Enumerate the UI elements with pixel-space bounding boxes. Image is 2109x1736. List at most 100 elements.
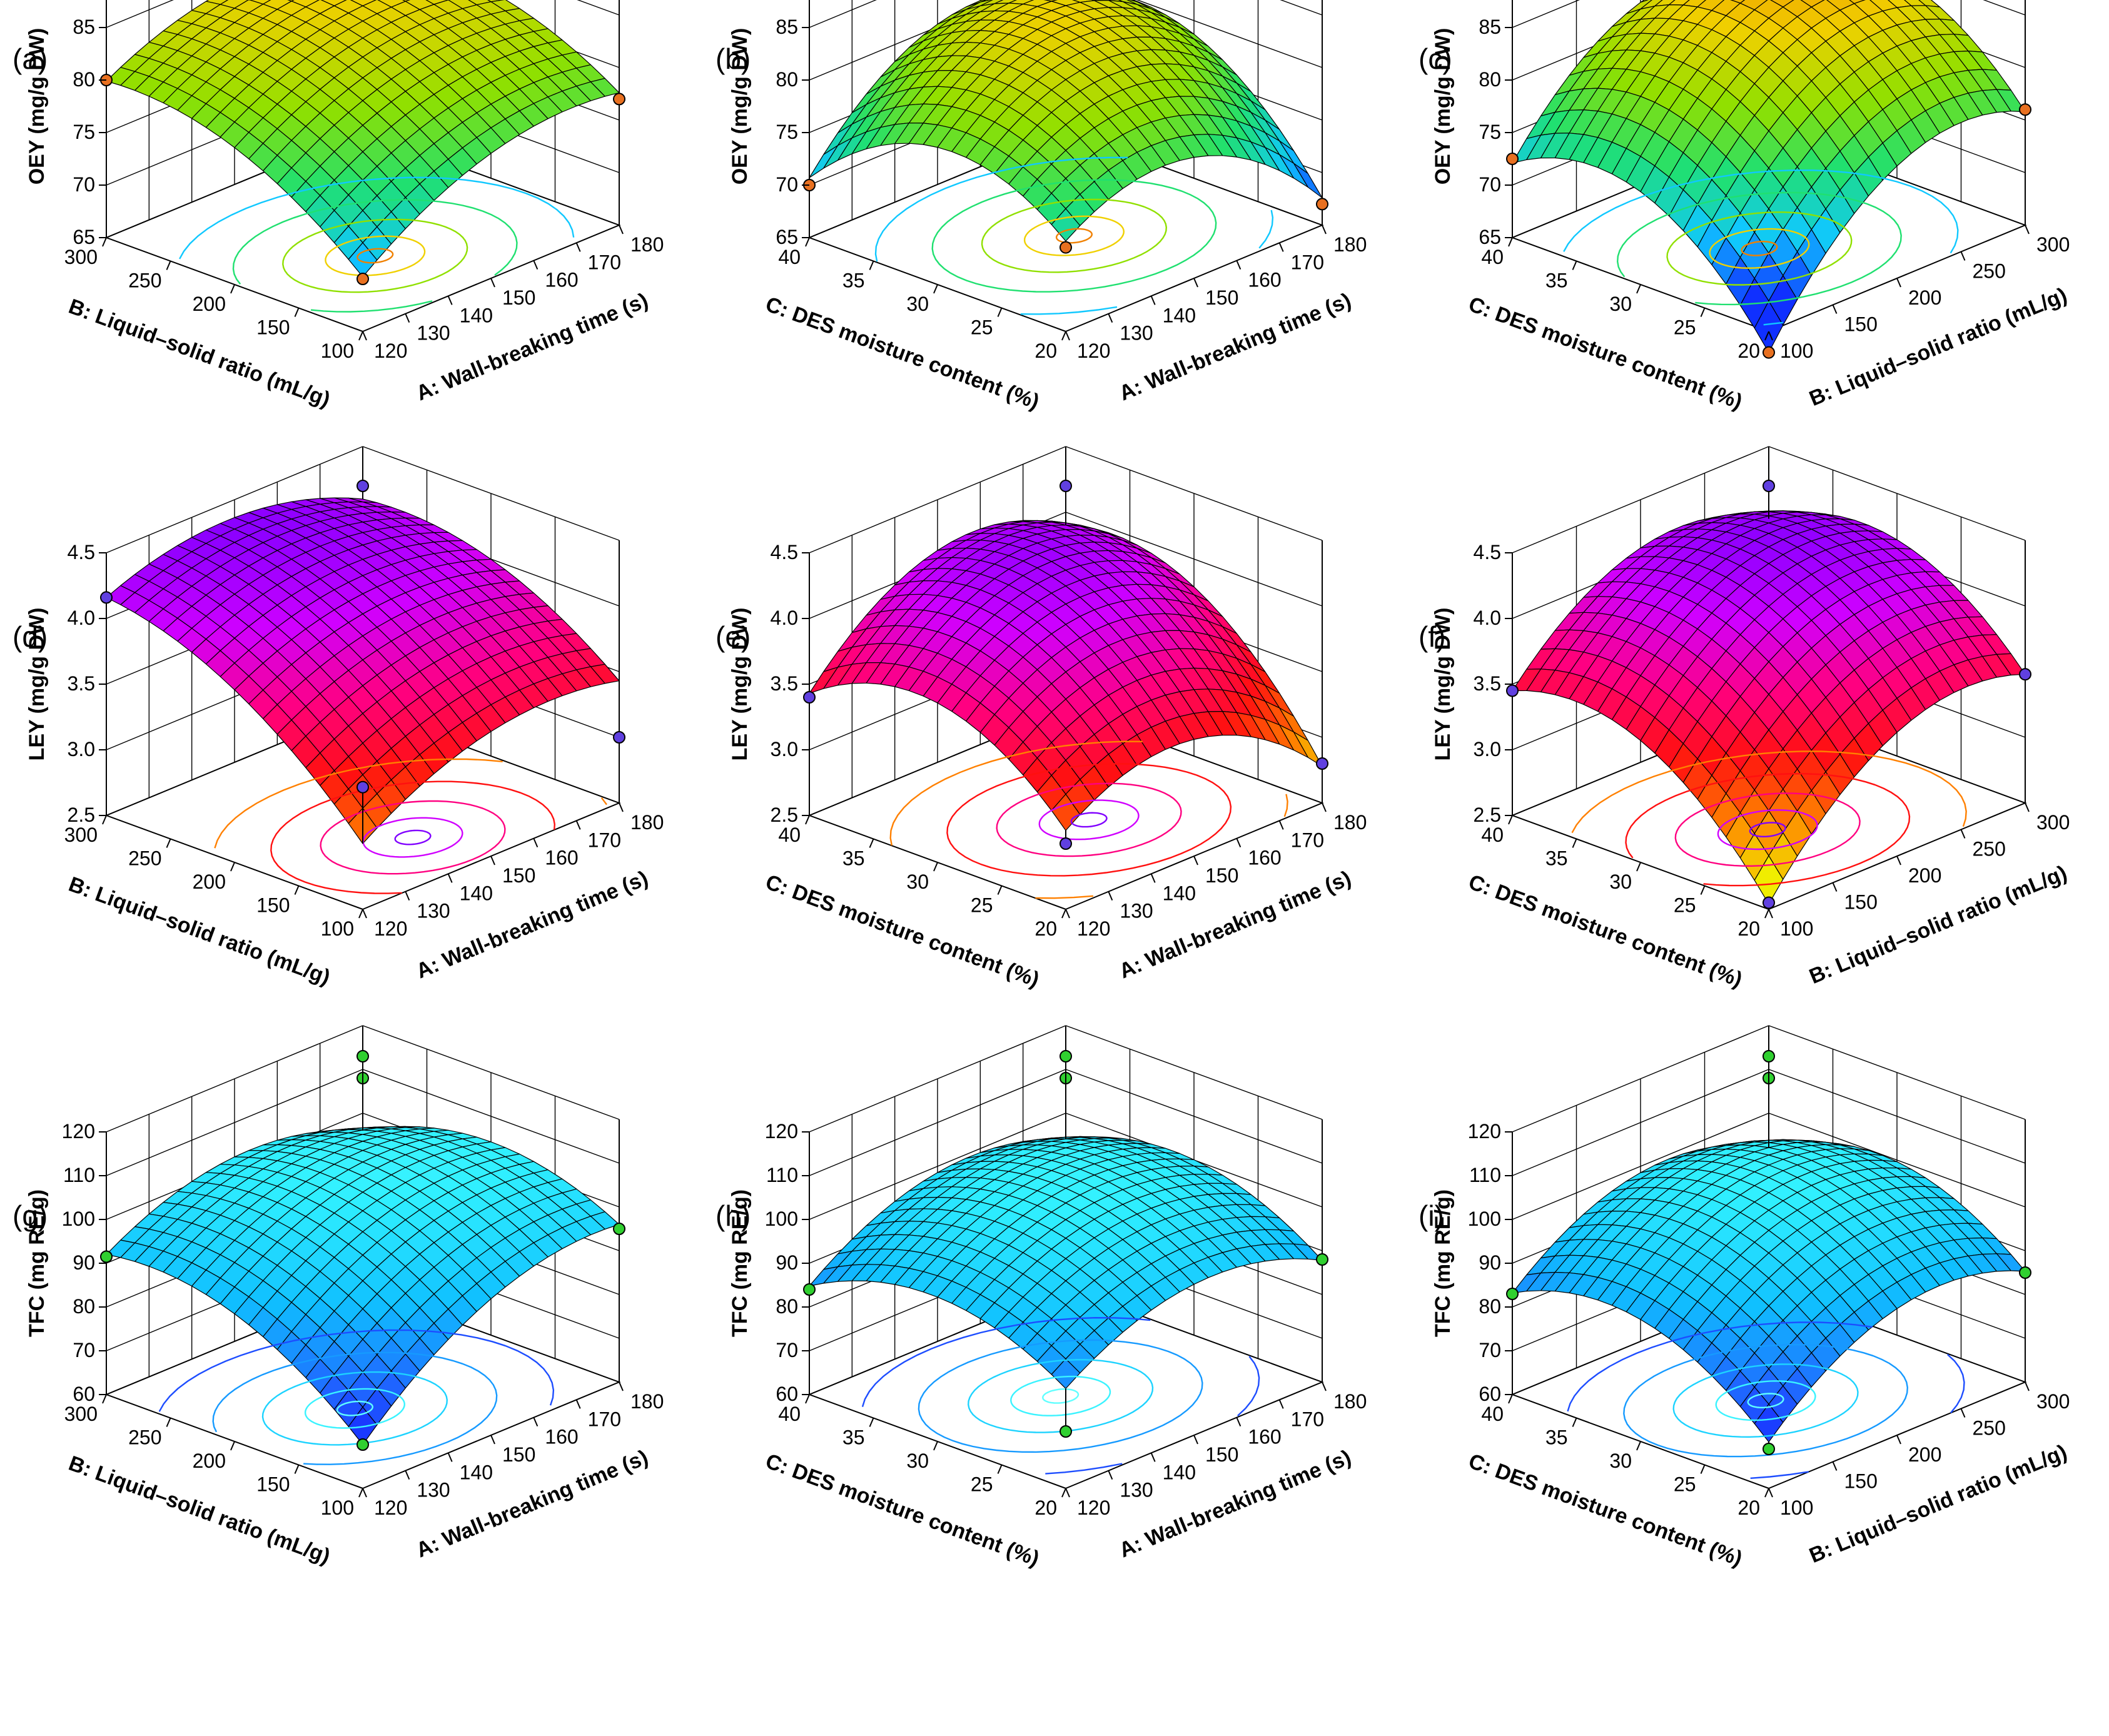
z-tick-label: 70 [776,1339,798,1361]
design-point [2019,1266,2031,1279]
right-axis-tick-label: 160 [1248,1426,1281,1448]
right-axis-tick [619,802,624,812]
right-axis-tick-label: 130 [417,900,450,922]
left-axis-tick-label: 250 [128,270,161,292]
right-axis-tick-label: 120 [1077,1496,1110,1519]
design-point [1763,346,1775,359]
left-axis-tick-label: 35 [842,270,865,292]
surface-mesh [1512,1139,2026,1443]
right-axis-tick [619,1381,624,1391]
contour-line [1563,169,1959,326]
right-axis-tick [1150,295,1156,305]
contour-line [1567,1321,1965,1479]
back-wall-z-gridline [106,0,174,28]
surface-cell [1051,1358,1081,1389]
right-axis-tick-label: 170 [588,251,621,273]
right-axis-tick-label: 160 [1248,269,1281,291]
right-axis-tick-label: 170 [1291,251,1324,273]
right-axis-tick-label: 170 [588,1408,621,1430]
left-axis-tick [1700,308,1706,317]
left-axis-tick [294,308,300,317]
left-axis-tick-label: 25 [1674,894,1696,917]
z-axis-title: TFC (mg RE/g) [728,1189,752,1337]
contour-line [1055,228,1093,244]
left-axis-tick-label: 100 [321,1496,354,1519]
left-axis-tick-label: 250 [128,1426,161,1449]
contour-line [1674,792,1861,867]
right-axis-tick-label: 160 [545,847,578,869]
z-tick-label: 75 [776,121,798,143]
right-axis-tick-label: 130 [417,322,450,345]
back-wall-z-gridline [1065,512,1323,607]
right-axis-tick-label: 180 [630,811,664,834]
right-axis-tick-label: 130 [417,1479,450,1501]
design-point [1763,1443,1775,1455]
contour-line [1741,241,1778,256]
z-tick-label: 80 [1479,1295,1501,1318]
left-axis-tick [102,815,107,825]
surface-cell [348,1406,378,1445]
contour-projection [1571,750,1967,887]
contour-line [889,740,1288,899]
right-axis-tick [1768,1488,1773,1498]
back-wall-z-gridline [362,1069,620,1164]
contour-line [304,1388,406,1429]
right-axis-tick [1193,278,1198,288]
right-axis-tick [1832,305,1838,314]
left-axis-tick-label: 300 [64,246,98,268]
right-axis-tick [1065,1488,1070,1498]
left-axis-tick [294,1465,300,1474]
left-axis-tick [230,284,235,294]
back-wall-z-gridline [1768,446,2026,541]
left-axis-tick [102,1394,107,1404]
contour-line [996,782,1182,857]
right-axis-tick-label: 140 [1163,1461,1196,1483]
surface-mesh [106,497,620,844]
panel-label: (a) [13,43,48,75]
right-axis-tick [1278,242,1284,252]
left-axis-tick-label: 30 [906,1450,929,1472]
design-point [100,1250,113,1263]
z-tick-label: 65 [776,226,798,248]
left-axis-tick [933,284,938,294]
right-axis-tick-label: 100 [1780,340,1813,362]
contour-line [1070,812,1108,828]
z-axis-title: LEY (mg/g DW) [25,608,49,761]
left-axis-tick [1636,862,1641,872]
contour-line [1010,1375,1111,1416]
z-tick-label: 80 [73,1295,95,1318]
left-axis-tick-label: 40 [1481,824,1504,846]
right-axis-tick [1065,909,1070,919]
right-axis-tick [1896,1435,1901,1445]
left-axis-tick [933,862,938,872]
surface-cell [1051,794,1081,831]
back-wall-z-gridline [1768,1113,2026,1208]
design-point [1763,896,1775,909]
right-axis-tick-label: 140 [460,882,493,904]
z-tick-label: 100 [62,1208,95,1230]
back-wall-z-gridline [809,446,1066,553]
back-wall-z-gridline [362,446,620,541]
back-wall-z-gridline [106,1025,363,1133]
right-axis-tick-label: 120 [374,917,407,940]
right-axis-tick [1150,873,1156,883]
left-axis-tick-label: 150 [256,1473,290,1496]
left-axis-tick [1700,886,1706,895]
back-wall-z-gridline [1065,1069,1323,1164]
design-point [357,1050,369,1062]
right-axis-tick-label: 300 [2036,811,2070,834]
contour-line [967,1359,1154,1433]
right-axis-tick-label: 140 [460,304,493,326]
left-axis-tick [933,1441,938,1451]
panel-i: 60 70 80 90 100 110 120 TFC (mg RE/g) 100 150 200 2… [1419,1025,2070,1571]
left-axis-tick [805,815,810,825]
z-tick-label: 4.0 [1474,607,1501,629]
z-axis-title: TFC (mg RE/g) [25,1189,49,1337]
right-axis-tick [533,1417,539,1427]
z-tick-label: 100 [1468,1208,1501,1230]
right-axis-tick-label: 200 [1908,864,1941,887]
contour-line [1623,1343,1909,1458]
z-tick-label: 80 [73,68,95,91]
left-axis-tick [294,886,300,895]
design-point [1060,1425,1072,1438]
